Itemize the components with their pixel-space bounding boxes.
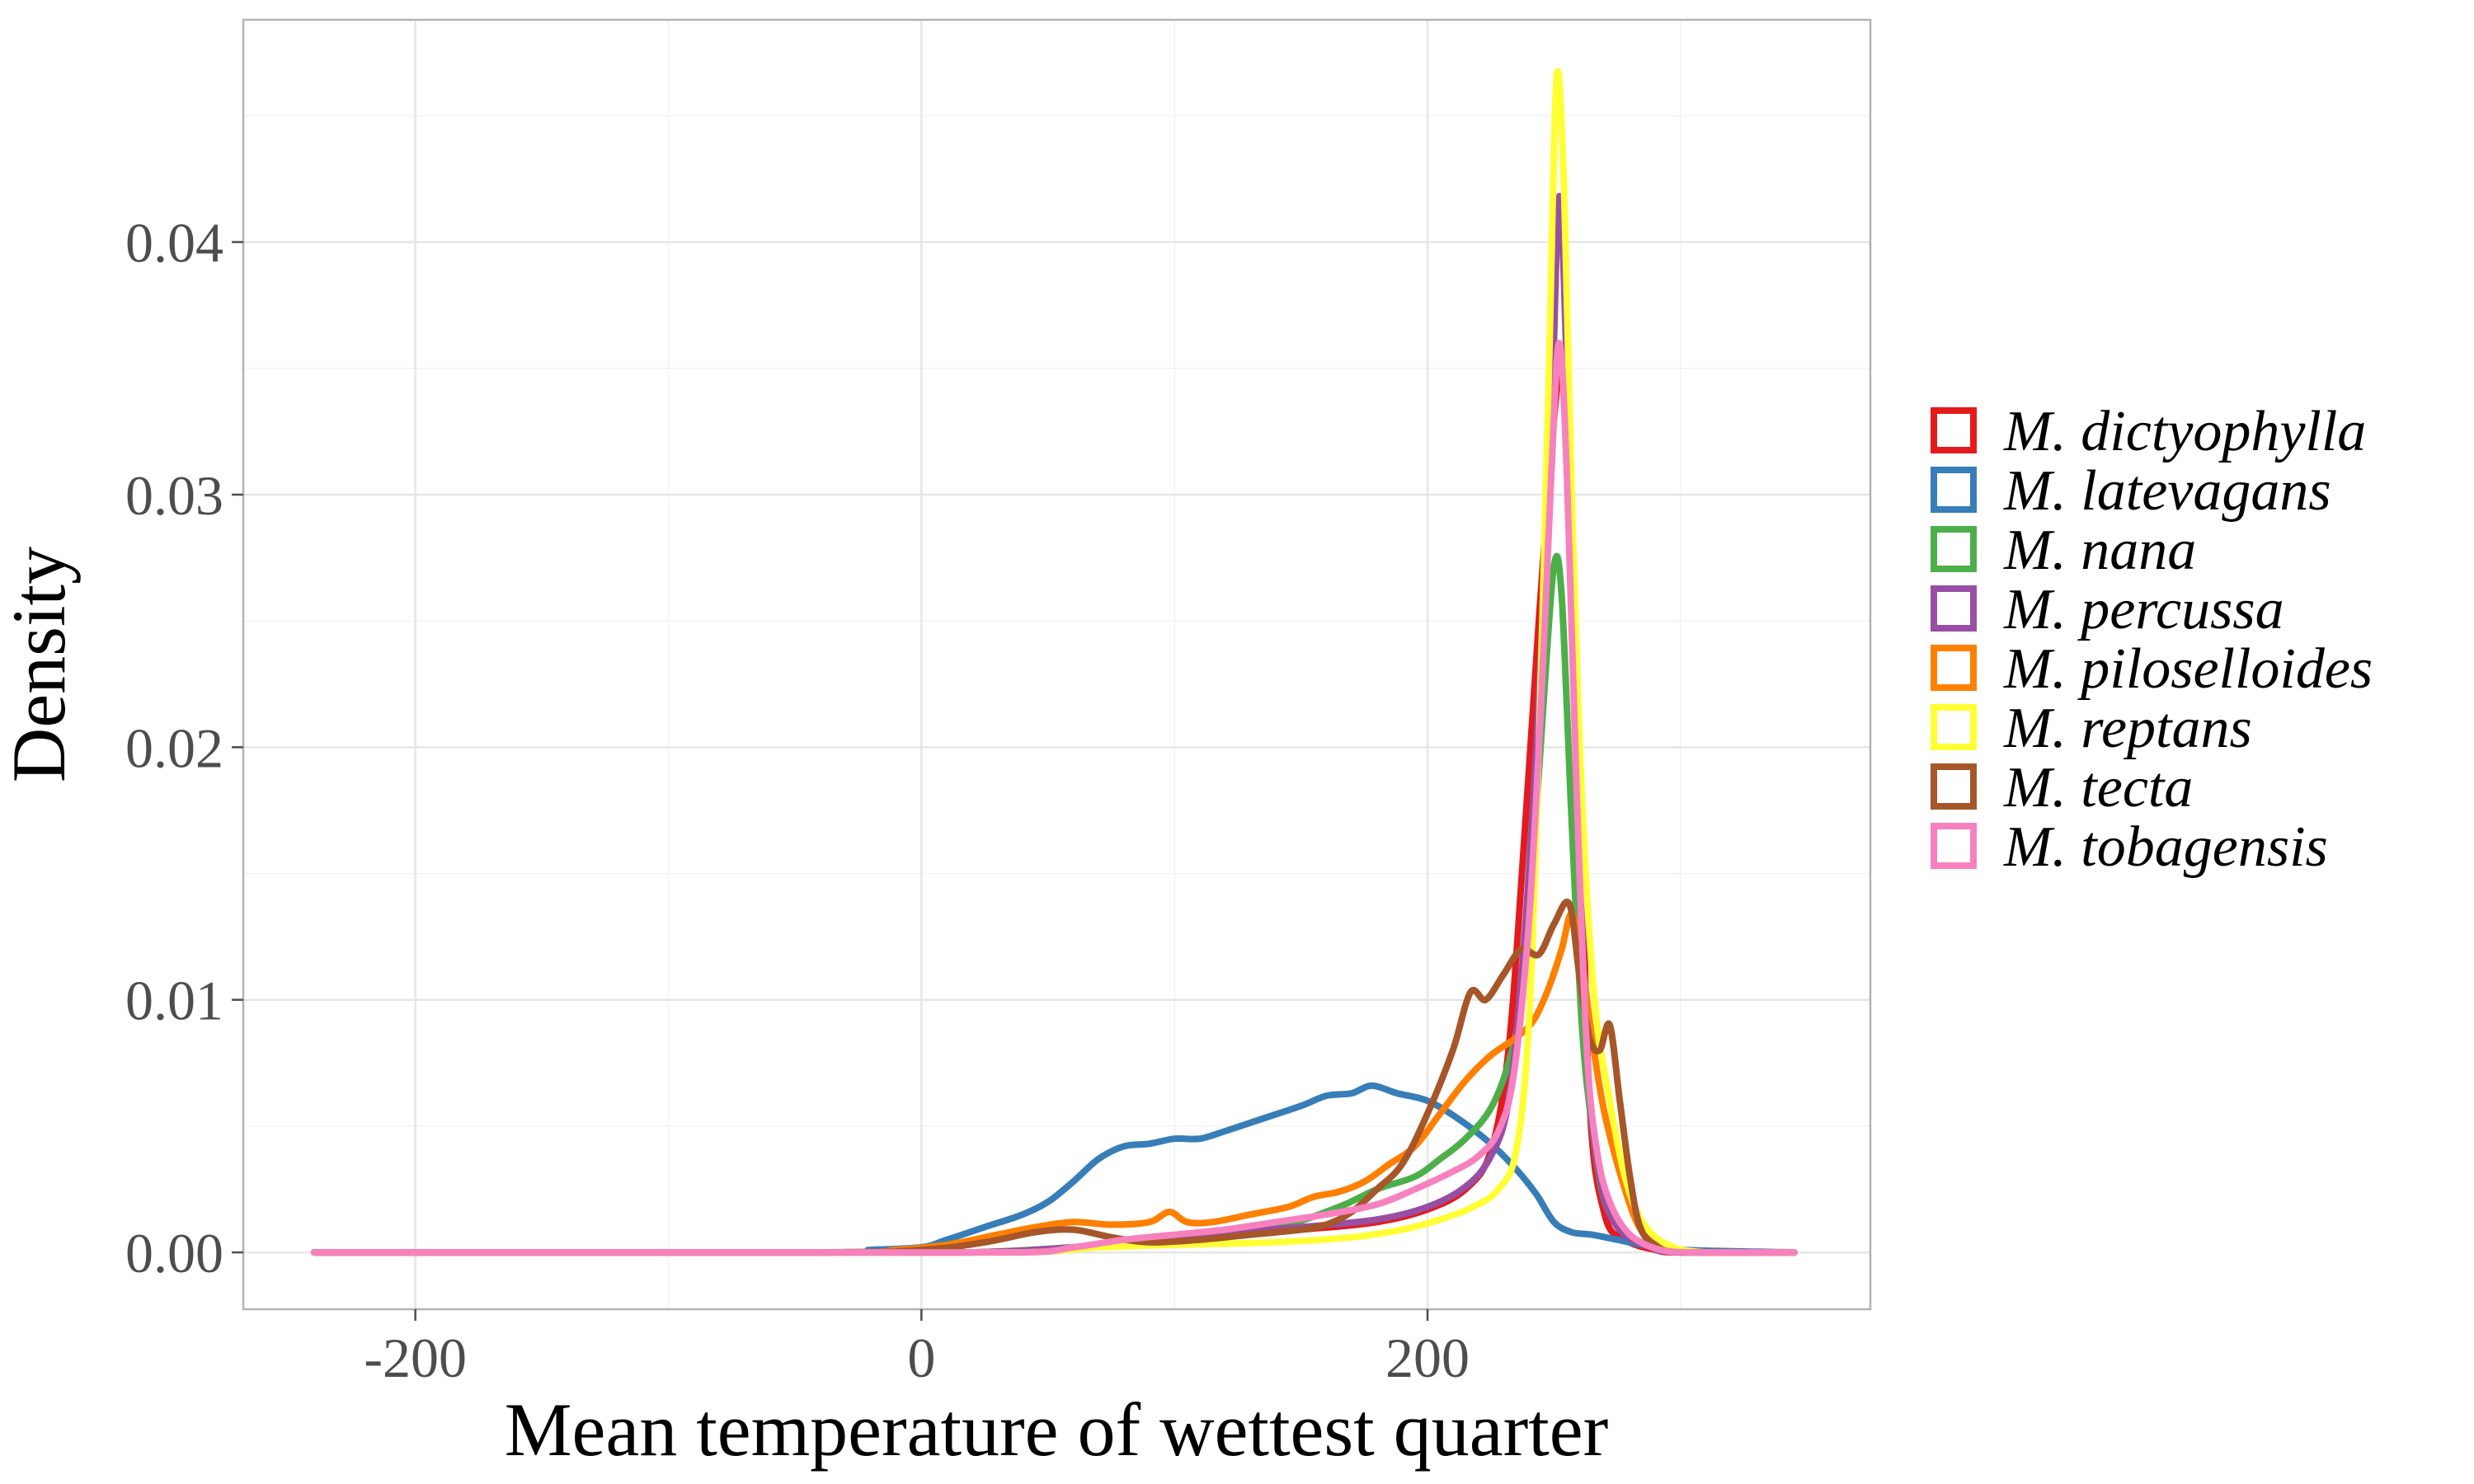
y-tick-label: 0.01 (125, 970, 223, 1032)
x-tick-label: -200 (364, 1327, 467, 1389)
legend-label-m-nana: M. nana (2003, 519, 2196, 582)
y-tick-label: 0.04 (125, 212, 223, 275)
legend-label-m-dictyophylla: M. dictyophylla (2003, 400, 2366, 463)
legend-key-m-reptans (1931, 704, 1977, 750)
y-axis-title: Density (0, 547, 81, 782)
y-tick-label: 0.03 (125, 464, 223, 527)
y-tick-label: 0.00 (125, 1222, 223, 1284)
y-axis: 0.00 0.01 0.02 0.03 0.04 (125, 212, 243, 1284)
legend-label-m-tobagensis: M. tobagensis (2003, 815, 2328, 879)
x-axis: -200 0 200 (364, 1309, 1470, 1389)
legend-key-m-dictyophylla (1931, 407, 1977, 453)
legend-key-m-nana (1931, 526, 1977, 572)
legend-label-m-percussa: M. percussa (2003, 578, 2284, 641)
x-tick-label: 0 (907, 1327, 935, 1389)
y-tick-label: 0.02 (125, 716, 223, 779)
legend-label-m-tecta: M. tecta (2003, 756, 2193, 819)
series-line-m-tecta (310, 899, 1798, 1256)
legend-key-m-tobagensis (1931, 823, 1977, 869)
legend-key-m-tecta (1931, 763, 1977, 810)
x-tick-label: 200 (1385, 1327, 1470, 1389)
legend-label-m-latevagans: M. latevagans (2003, 459, 2331, 523)
legend-key-m-piloselloides (1931, 645, 1977, 691)
minor-gridlines (243, 20, 1870, 1309)
series-line-m-piloselloides (310, 910, 1798, 1256)
x-axis-title: Mean temperature of wettest quarter (505, 1388, 1609, 1472)
series-line-m-tobagensis (310, 340, 1798, 1256)
plot-panel-border (242, 18, 1872, 1311)
series-lines (310, 68, 1798, 1256)
legend-key-m-percussa (1931, 585, 1977, 632)
legend-label-m-piloselloides: M. piloselloides (2003, 637, 2373, 701)
legend-label-m-reptans: M. reptans (2003, 697, 2252, 760)
legend-key-m-latevagans (1931, 467, 1977, 513)
plot-panel-background (243, 20, 1870, 1309)
